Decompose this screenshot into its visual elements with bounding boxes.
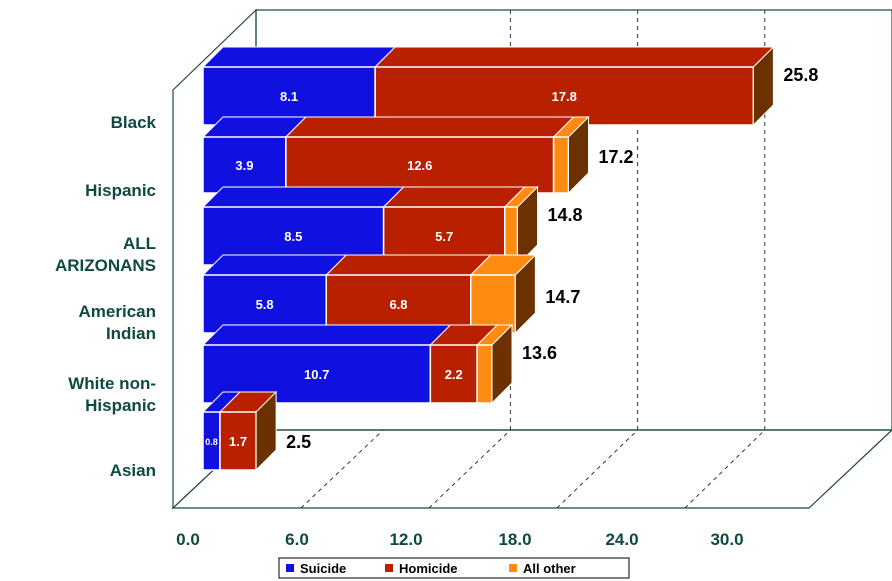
bar-segment-4-2 — [476, 344, 493, 404]
bar-top-3-1 — [325, 254, 492, 276]
bar-side-3 — [514, 253, 536, 335]
bar-top-2-1 — [382, 186, 526, 208]
x-tick-label-5: 30.0 — [710, 530, 743, 549]
total-label-1: 17.2 — [599, 147, 634, 167]
bar-side-0 — [752, 45, 774, 127]
bar-side-2 — [517, 185, 538, 267]
bar-segment-5-1 — [219, 411, 257, 471]
bar-top-4-0 — [201, 324, 452, 346]
x-tick-label-1: 6.0 — [285, 530, 309, 549]
legend-swatch-2 — [509, 564, 517, 572]
bar-side-5 — [255, 390, 277, 472]
segment-label-5-0: 0.8 — [205, 437, 218, 447]
segment-label-5-1: 1.7 — [229, 434, 247, 449]
bar-top-0-1 — [373, 46, 775, 68]
bar-segment-3-2 — [470, 274, 517, 334]
bar-top-3-0 — [201, 254, 348, 276]
legend-label-2: All other — [523, 561, 576, 576]
legend-label-0: Suicide — [300, 561, 346, 576]
segment-label-4-1: 2.2 — [445, 367, 463, 382]
category-label-1: Hispanic — [85, 181, 156, 200]
segment-label-4-0: 10.7 — [304, 367, 329, 382]
gridline-floor-6 — [300, 429, 384, 509]
bar-top-0-0 — [201, 46, 397, 68]
total-label-4: 13.6 — [522, 343, 557, 363]
category-label-3-1: Indian — [106, 324, 156, 343]
category-label-4-1: Hispanic — [85, 396, 156, 415]
x-tick-label-3: 18.0 — [498, 530, 531, 549]
category-label-5: Asian — [110, 461, 156, 480]
legend-label-1: Homicide — [399, 561, 458, 576]
x-tick-label-0: 0.0 — [176, 530, 200, 549]
legend-swatch-0 — [286, 564, 294, 572]
bar-top-1-1 — [284, 116, 575, 138]
gridline-floor-12 — [428, 429, 511, 509]
segment-label-0-1: 17.8 — [552, 89, 577, 104]
bar-top-2-0 — [201, 186, 405, 208]
category-label-0: Black — [111, 113, 157, 132]
segment-label-0-0: 8.1 — [280, 89, 298, 104]
x-tick-label-4: 24.0 — [605, 530, 638, 549]
floor — [171, 429, 892, 509]
bar-segment-3-1 — [325, 274, 472, 334]
segment-label-1-1: 12.6 — [407, 158, 432, 173]
segment-label-3-0: 5.8 — [256, 297, 274, 312]
total-label-0: 25.8 — [783, 65, 818, 85]
total-label-2: 14.8 — [548, 205, 583, 225]
gridline-floor-18 — [556, 429, 638, 509]
category-label-3-0: American — [79, 302, 156, 321]
category-label-2-0: ALL — [123, 234, 156, 253]
gridline-floor-24 — [684, 429, 766, 509]
legend-swatch-1 — [385, 564, 393, 572]
legend-box — [278, 557, 630, 579]
segment-label-2-1: 5.7 — [435, 229, 453, 244]
x-tick-label-2: 12.0 — [389, 530, 422, 549]
total-label-5: 2.5 — [286, 432, 311, 452]
category-label-4-0: White non- — [68, 374, 156, 393]
bar-side-1 — [568, 115, 589, 195]
segment-label-2-0: 8.5 — [284, 229, 302, 244]
bar-segment-0-0 — [202, 66, 376, 126]
bar-segment-1-2 — [552, 136, 570, 194]
total-label-3: 14.7 — [545, 287, 580, 307]
segment-label-3-1: 6.8 — [389, 297, 407, 312]
bar-segment-4-1 — [429, 344, 478, 404]
bar-side-4 — [491, 323, 513, 405]
category-label-2-1: ARIZONANS — [55, 256, 156, 275]
segment-label-1-0: 3.9 — [235, 158, 253, 173]
